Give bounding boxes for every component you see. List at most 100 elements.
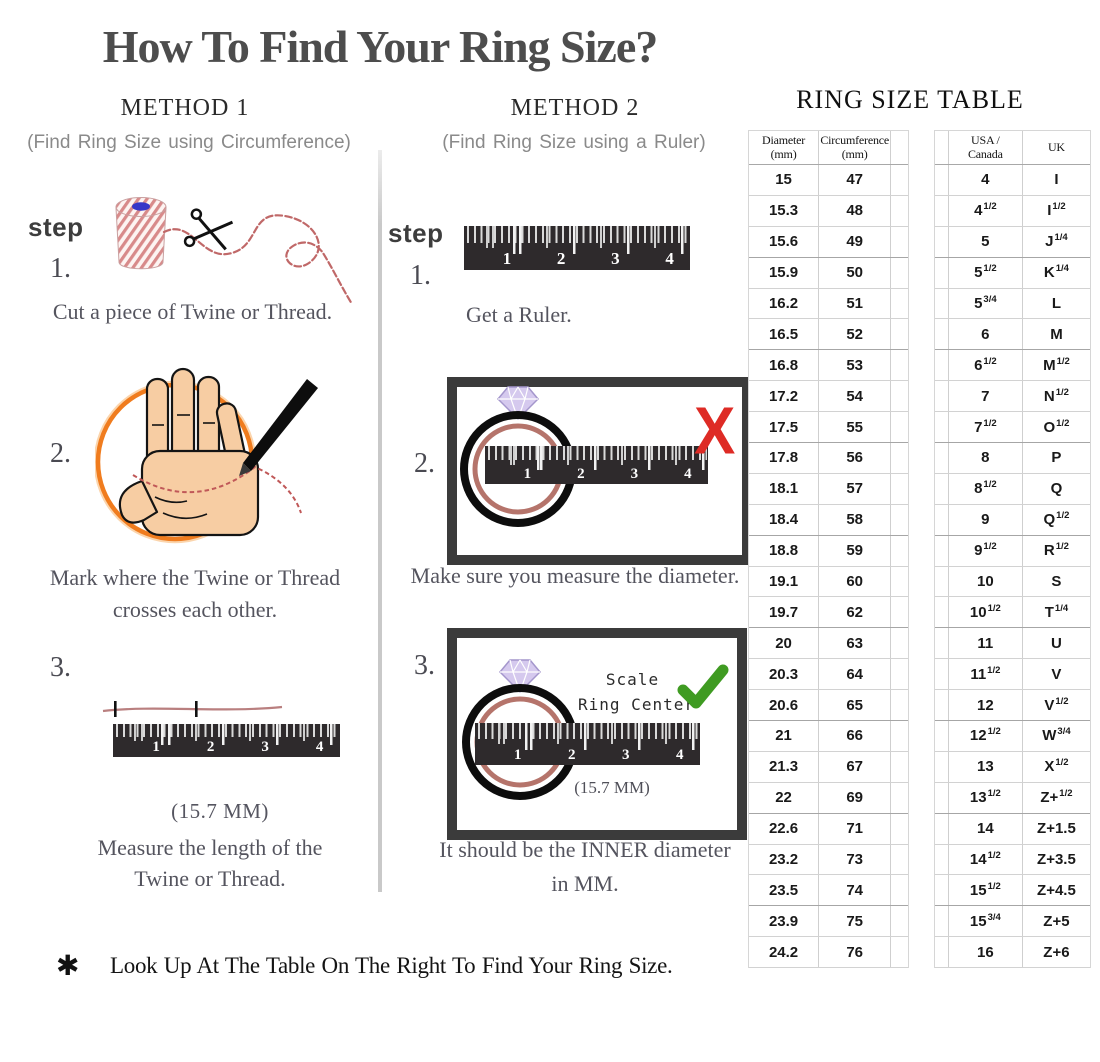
table-cell: 63: [818, 628, 890, 659]
method2-step2-caption: Make sure you measure the diameter.: [410, 563, 740, 588]
table-cell: 6: [947, 319, 1022, 350]
table-row: 15 47: [749, 165, 908, 196]
table-cell: 20.6: [768, 696, 799, 714]
spacer-cell: [935, 412, 948, 442]
green-check-icon: [677, 664, 729, 709]
spacer-cell: [890, 844, 908, 875]
spacer-cell: [935, 474, 948, 504]
ruler-number: 3: [622, 747, 630, 763]
table-row: 17.2 54: [749, 381, 908, 413]
spacer-cell: [890, 906, 908, 937]
table-cell: X 1/2: [1021, 751, 1090, 782]
ruler-number: 1: [523, 466, 532, 482]
table-cell: 59: [818, 535, 890, 566]
table-cell: M 1/2: [1021, 350, 1090, 381]
spacer-cell: [890, 381, 908, 412]
table-cell: 5 3/4: [947, 288, 1022, 319]
table-cell: 19.1: [768, 573, 799, 591]
ruler-number: 1: [152, 739, 160, 755]
table-cell: V: [1021, 659, 1090, 690]
table-cell: 71: [818, 813, 890, 844]
table-cell: R 1/2: [1021, 535, 1090, 566]
hand-lines: [152, 414, 215, 520]
table-cell: 49: [818, 226, 890, 257]
table-cell: 53: [818, 350, 890, 381]
twine-spool-illustration: [115, 197, 354, 306]
table-cell: 73: [818, 844, 890, 875]
ruler-ticks: [488, 446, 707, 471]
table-cell: 14: [947, 813, 1022, 844]
table-cell: 74: [818, 875, 890, 906]
method1-step3-caption-line2: Twine or Thread.: [134, 866, 286, 891]
diameter-correct-diagram: Scale Ring Center 1 2 3 4 (15.7 MM): [447, 628, 747, 840]
spacer-cell: [935, 628, 948, 658]
column-header: Circumference (mm): [818, 131, 890, 164]
header-line: Circumference: [820, 133, 890, 148]
ruler-number: 2: [206, 739, 215, 755]
diameter-circumference-table: Diameter (mm) Circumference (mm) 15 47 15.…: [748, 130, 909, 969]
spacer-cell: [935, 845, 948, 875]
table-cell: 13 1/2: [947, 782, 1022, 813]
table-cell: 54: [818, 381, 890, 412]
usa-uk-size-table: USA / Canada UK 4 I 4 1/2 I 1/2 5 J 1/4 5 1/2 K 1/4 5…: [934, 130, 1091, 969]
spool-body: [115, 207, 167, 270]
method2-step-label: step: [388, 218, 444, 248]
method1-step1-caption: Cut a piece of Twine or Thread.: [52, 299, 333, 324]
table-cell: Z+5: [1021, 906, 1090, 937]
ruler-graphic: 1 2 3 4: [475, 723, 700, 765]
spacer-cell: [890, 195, 908, 226]
spool-core: [132, 202, 150, 211]
method1-step2-number: 2.: [50, 438, 71, 469]
table-row: 16.5 52: [749, 319, 908, 351]
table-row: 21 66: [749, 721, 908, 752]
ruler-graphic: 1 2 3 4: [485, 446, 708, 484]
spacer-cell: [890, 165, 908, 195]
spacer-cell: [890, 257, 908, 288]
table-cell: 57: [818, 473, 890, 504]
thread-line: [102, 705, 283, 713]
table-row: 18.4 58: [749, 504, 908, 536]
table-row: 17.8 56: [749, 443, 908, 474]
diameter-wrong-diagram: 1 2 3 4 X: [447, 377, 752, 565]
ruler-number: 4: [315, 739, 324, 755]
method1-step3-number: 3.: [50, 652, 71, 683]
table-row: 6 1/2 M 1/2: [935, 350, 1090, 382]
table-cell: 10 1/2: [947, 597, 1022, 628]
method2-step2-number: 2.: [414, 448, 435, 479]
table-cell: 51: [818, 288, 890, 319]
spacer-cell: [935, 536, 948, 566]
scissors-icon: [183, 208, 234, 251]
table-cell: Z+ 1/2: [1021, 782, 1090, 813]
table-row: 5 1/2 K 1/4: [935, 257, 1090, 289]
table-cell: 23.2: [768, 851, 799, 869]
header-line: Diameter: [762, 133, 806, 148]
table-cell: T 1/4: [1021, 597, 1090, 628]
table-cell: 76: [818, 937, 890, 968]
method2-step3-caption-line1: It should be the INNER diameter: [439, 837, 731, 862]
ruler-number: 2: [568, 747, 576, 763]
table-cell: 10: [947, 566, 1022, 597]
table-cell: O 1/2: [1021, 412, 1090, 443]
table-cell: 66: [818, 721, 890, 751]
table-cell: 16.2: [768, 295, 799, 312]
table-cell: 50: [818, 257, 890, 288]
method2-step3-measurement: (15.7 MM): [574, 778, 650, 797]
ruler-number: 4: [684, 466, 692, 482]
pen-icon: [239, 379, 318, 476]
table-row: 15 3/4 Z+5: [935, 906, 1090, 938]
table-header-row: USA / Canada UK: [935, 131, 1090, 165]
thread-measure-illustration: [102, 701, 283, 717]
spacer-cell: [890, 721, 908, 751]
ruler-number: 2: [577, 466, 585, 482]
table-cell: 15 1/2: [947, 875, 1022, 906]
spacer-cell: [890, 628, 908, 659]
method1-step3-caption-line1: Measure the length of the: [97, 835, 323, 860]
spacer-cell: [890, 350, 908, 381]
table-cell: 52: [818, 319, 890, 350]
table-cell: 15 3/4: [947, 906, 1022, 937]
table-cell: 55: [818, 412, 890, 443]
method2-subtitle: (Find Ring Size using a Ruler): [442, 132, 706, 153]
table-cell: 12: [947, 690, 1022, 721]
